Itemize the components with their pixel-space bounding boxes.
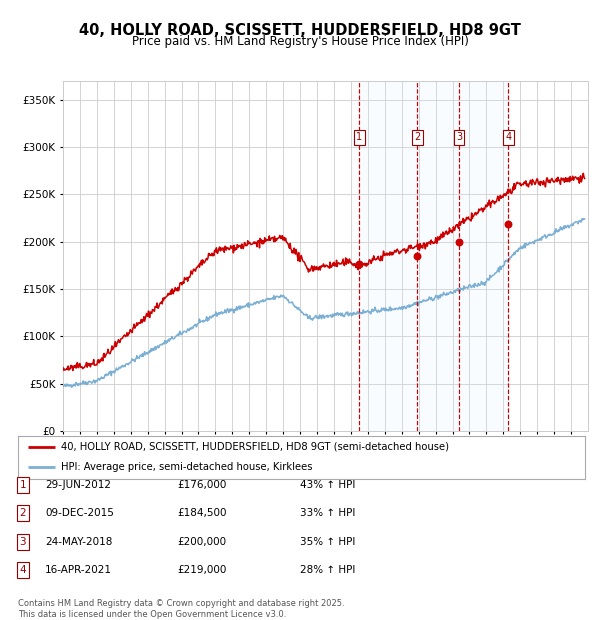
Text: 29-JUN-2012: 29-JUN-2012 <box>45 480 111 490</box>
Point <box>503 219 513 229</box>
Text: 40, HOLLY ROAD, SCISSETT, HUDDERSFIELD, HD8 9GT: 40, HOLLY ROAD, SCISSETT, HUDDERSFIELD, … <box>79 23 521 38</box>
Text: HPI: Average price, semi-detached house, Kirklees: HPI: Average price, semi-detached house,… <box>61 462 312 472</box>
Text: 43% ↑ HPI: 43% ↑ HPI <box>300 480 355 490</box>
Text: 4: 4 <box>19 565 26 575</box>
Bar <box>359 81 508 431</box>
Text: Price paid vs. HM Land Registry's House Price Index (HPI): Price paid vs. HM Land Registry's House … <box>131 35 469 48</box>
Text: 09-DEC-2015: 09-DEC-2015 <box>45 508 114 518</box>
Text: 3: 3 <box>19 537 26 547</box>
Text: £219,000: £219,000 <box>177 565 226 575</box>
Text: 2: 2 <box>414 133 421 143</box>
Text: 1: 1 <box>356 133 362 143</box>
Point <box>454 237 464 247</box>
Text: 28% ↑ HPI: 28% ↑ HPI <box>300 565 355 575</box>
Text: 40, HOLLY ROAD, SCISSETT, HUDDERSFIELD, HD8 9GT (semi-detached house): 40, HOLLY ROAD, SCISSETT, HUDDERSFIELD, … <box>61 441 449 451</box>
Point <box>355 259 364 269</box>
Text: 4: 4 <box>505 133 511 143</box>
Text: 1: 1 <box>19 480 26 490</box>
Text: 33% ↑ HPI: 33% ↑ HPI <box>300 508 355 518</box>
Text: 24-MAY-2018: 24-MAY-2018 <box>45 537 112 547</box>
Text: 3: 3 <box>456 133 463 143</box>
Text: £176,000: £176,000 <box>177 480 226 490</box>
Text: £200,000: £200,000 <box>177 537 226 547</box>
Text: Contains HM Land Registry data © Crown copyright and database right 2025.
This d: Contains HM Land Registry data © Crown c… <box>18 600 344 619</box>
Text: 35% ↑ HPI: 35% ↑ HPI <box>300 537 355 547</box>
Text: 16-APR-2021: 16-APR-2021 <box>45 565 112 575</box>
Point <box>412 251 422 261</box>
Text: 2: 2 <box>19 508 26 518</box>
Text: £184,500: £184,500 <box>177 508 227 518</box>
